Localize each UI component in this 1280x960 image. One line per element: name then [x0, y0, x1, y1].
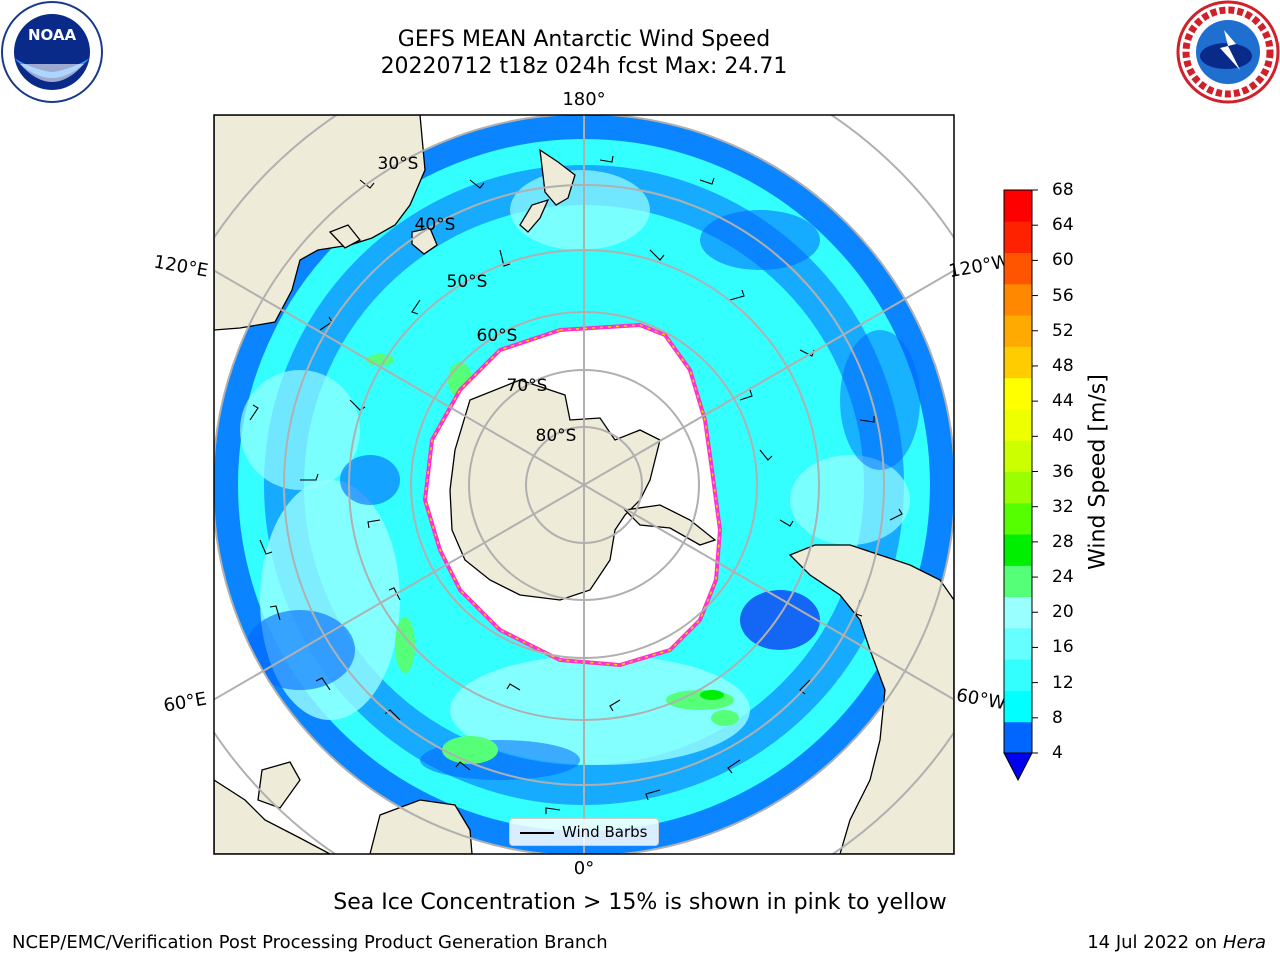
- lon-label-60w: 60°W: [955, 685, 1008, 714]
- lon-label-60e: 60°E: [162, 688, 208, 716]
- colorbar-segment: [1004, 534, 1032, 566]
- colorbar-tick-label: 64: [1052, 215, 1074, 236]
- map-title: GEFS MEAN Antarctic Wind Speed: [397, 27, 771, 52]
- colorbar-tick-label: 4: [1052, 743, 1063, 763]
- colorbar-segment: [1004, 315, 1032, 347]
- footer-host: Hera: [1222, 932, 1266, 953]
- colorbar-segment: [1004, 252, 1032, 285]
- graticule: [214, 115, 954, 854]
- footer-date-text: 14 Jul 2022 on: [1087, 932, 1218, 953]
- footer-credit: NCEP/EMC/Verification Post Processing Pr…: [12, 932, 608, 953]
- svg-text:NOAA: NOAA: [28, 26, 77, 44]
- colorbar-segment: [1004, 596, 1032, 629]
- colorbar-tick-label: 44: [1052, 391, 1074, 412]
- caption: Sea Ice Concentration > 15% is shown in …: [333, 890, 947, 915]
- colorbar-tick-label: 20: [1052, 602, 1074, 623]
- colorbar-segment: [1004, 659, 1032, 691]
- footer-date: 14 Jul 2022 on Hera: [1087, 932, 1266, 953]
- legend-label: Wind Barbs: [562, 823, 648, 841]
- colorbar-segment: [1004, 221, 1032, 254]
- lat-label-80s: 80°S: [536, 426, 577, 446]
- lat-label-30s: 30°S: [378, 154, 419, 174]
- colorbar-tick-label: 56: [1052, 285, 1074, 306]
- colorbar-tick-label: 8: [1052, 707, 1063, 728]
- lat-label-70s: 70°S: [507, 376, 548, 396]
- colorbar-tick-label: 28: [1052, 531, 1074, 552]
- colorbar-label: Wind Speed [m/s]: [1085, 374, 1111, 570]
- lon-label-120e: 120°E: [152, 251, 210, 281]
- colorbar-segment: [1004, 471, 1032, 504]
- colorbar-segment: [1004, 721, 1032, 754]
- colorbar-segment: [1004, 377, 1032, 410]
- legend-line: [520, 832, 554, 834]
- colorbar-segment: [1004, 440, 1032, 472]
- legend: Wind Barbs: [509, 818, 659, 846]
- wind-barbs: [249, 155, 903, 814]
- colorbar-tick-label: 48: [1052, 355, 1074, 376]
- noaa-logo: NOAA: [1, 1, 103, 103]
- colorbar-segment: [1004, 502, 1032, 535]
- colorbar: [1003, 189, 1038, 782]
- colorbar-segment: [1004, 565, 1032, 598]
- lon-label-120w: 120°W: [947, 251, 1011, 282]
- colorbar-segment: [1004, 690, 1032, 723]
- colorbar-segment: [1004, 346, 1032, 379]
- colorbar-tick-label: 16: [1052, 637, 1074, 658]
- colorbar-tick-label: 36: [1052, 461, 1074, 482]
- colorbar-tick-label: 32: [1052, 496, 1074, 517]
- lat-label-60s: 60°S: [477, 326, 518, 346]
- lat-label-40s: 40°S: [415, 215, 456, 235]
- lat-label-50s: 50°S: [447, 272, 488, 292]
- colorbar-tick-label: 40: [1052, 426, 1074, 447]
- colorbar-tick-label: 68: [1052, 180, 1074, 200]
- colorbar-segment: [1004, 283, 1032, 316]
- colorbar-under-arrow: [1003, 752, 1033, 782]
- colorbar-segment: [1004, 408, 1032, 441]
- colorbar-tick-label: 12: [1052, 672, 1074, 693]
- colorbar-segment: [1004, 190, 1032, 222]
- colorbar-tick-label: 52: [1052, 320, 1074, 341]
- land: [214, 115, 954, 854]
- colorbar-segment: [1004, 627, 1032, 660]
- lon-label-180: 180°: [562, 89, 605, 110]
- map-frame: [213, 114, 955, 855]
- lon-label-0: 0°: [574, 858, 594, 879]
- map-subtitle: 20220712 t18z 024h fcst Max: 24.71: [380, 54, 788, 79]
- nws-logo: [1176, 0, 1280, 104]
- colorbar-tick-label: 60: [1052, 250, 1074, 271]
- colorbar-tick-label: 24: [1052, 567, 1074, 588]
